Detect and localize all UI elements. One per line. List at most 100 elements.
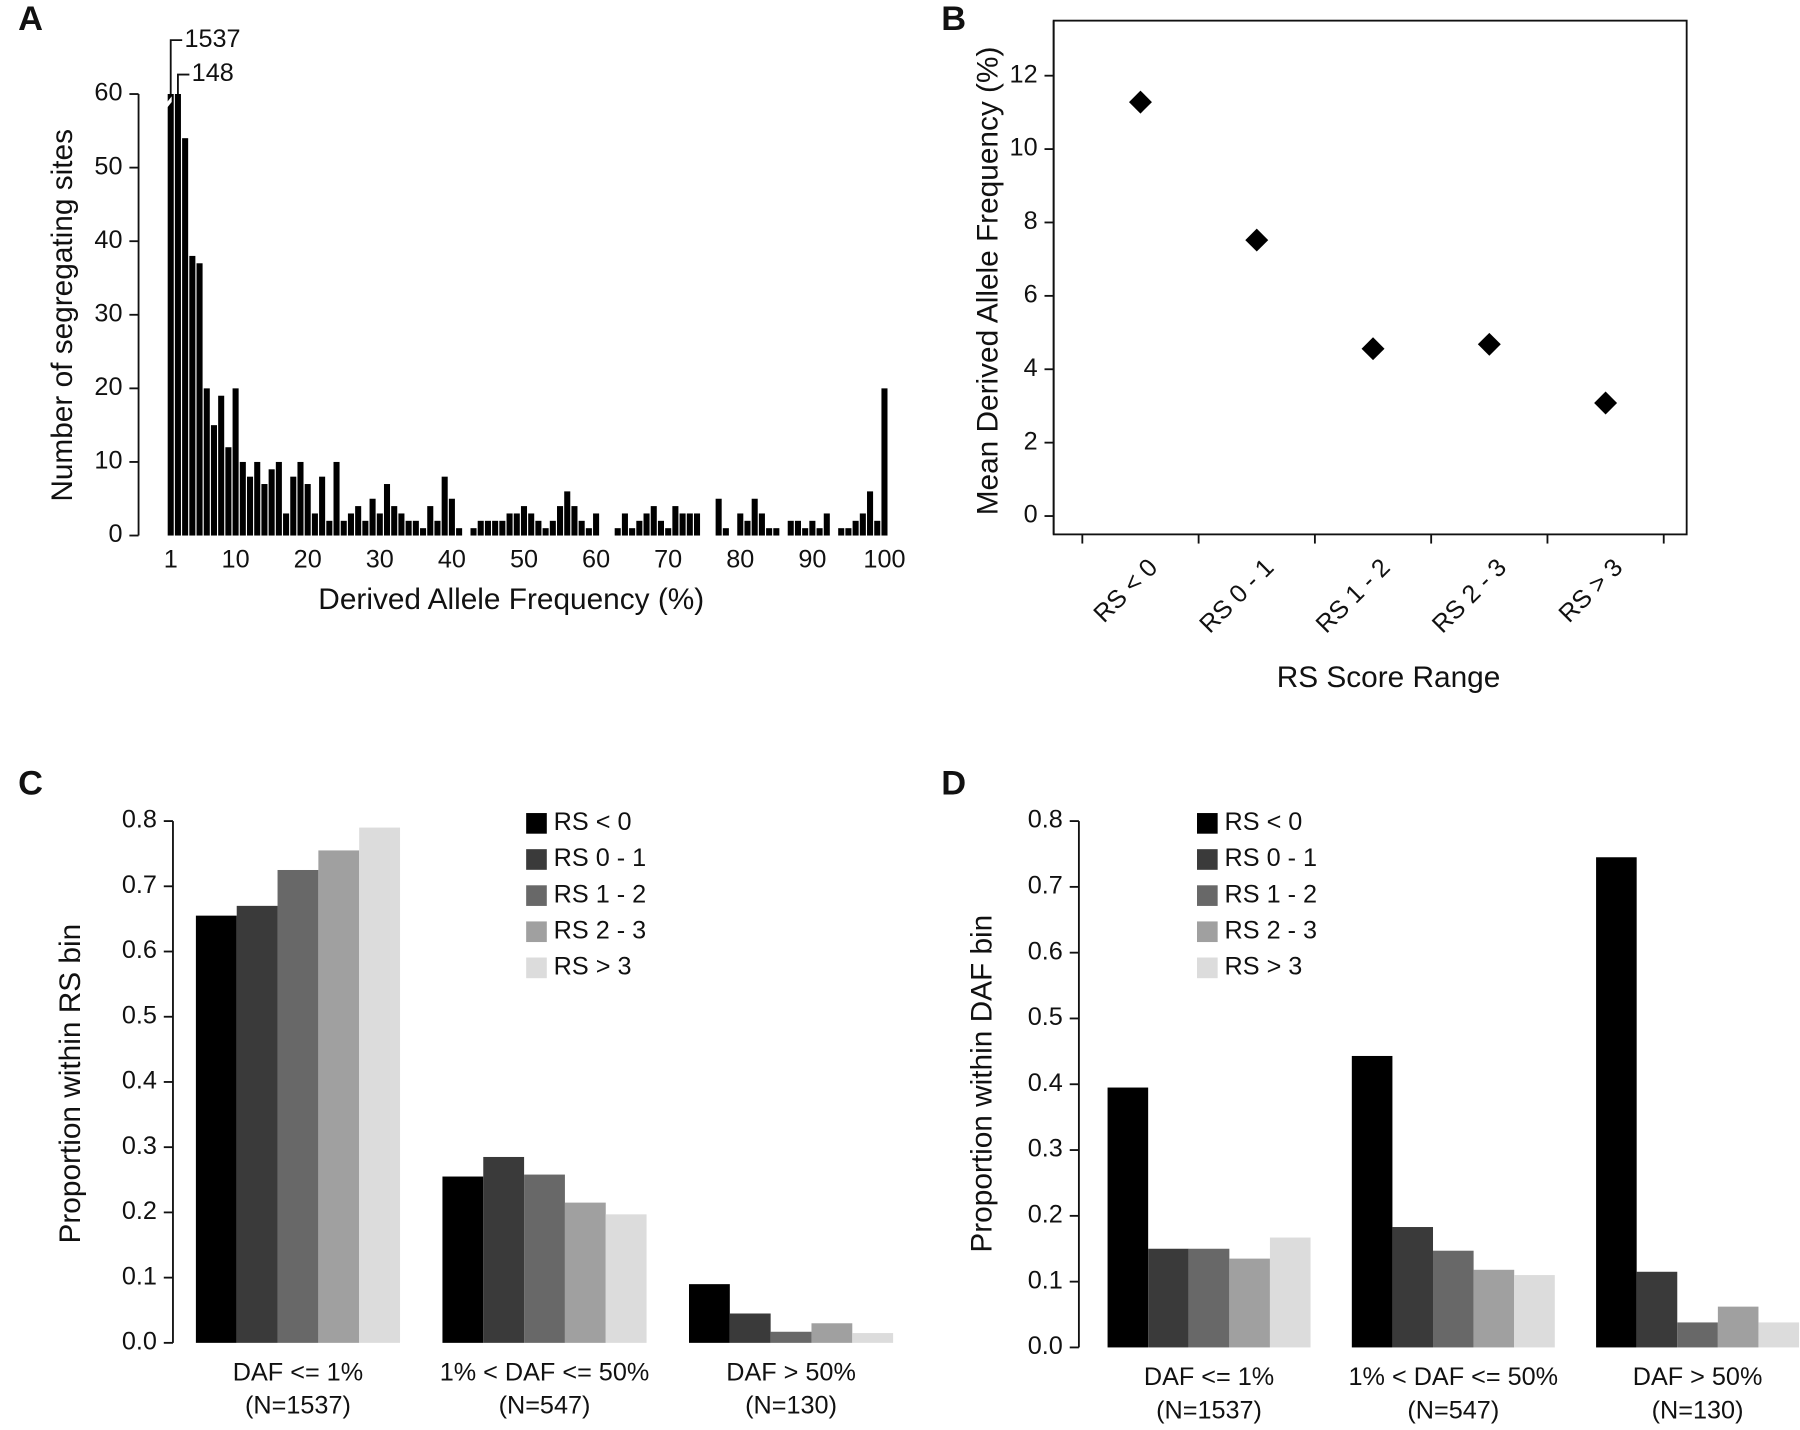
x-tick-label: 100 — [863, 545, 905, 573]
x-tick-label: RS < 0 — [1088, 553, 1163, 628]
y-tick-label: 0.0 — [1028, 1332, 1063, 1360]
y-tick-label: 6 — [1024, 281, 1038, 309]
x-tick-label: RS 0 - 1 — [1194, 553, 1279, 638]
x-tick-label: RS 2 - 3 — [1427, 553, 1512, 638]
y-tick-label: 0.8 — [122, 806, 157, 834]
bar — [261, 484, 268, 536]
bar — [744, 520, 751, 536]
x-tick-label: 10 — [222, 545, 250, 573]
panel-label: C — [18, 765, 43, 803]
bar — [688, 1284, 730, 1343]
bar — [809, 520, 816, 536]
legend-label: RS 1 - 2 — [1225, 880, 1318, 908]
bar — [311, 513, 318, 536]
x-tick-label: (N=1537) — [1156, 1396, 1262, 1424]
bar — [811, 1323, 853, 1343]
bar — [1433, 1250, 1474, 1348]
y-tick-label: 0.4 — [122, 1067, 157, 1095]
bar — [636, 520, 643, 536]
bar — [277, 869, 319, 1343]
plot-frame — [1052, 19, 1688, 536]
bar — [484, 520, 491, 536]
bar — [557, 506, 564, 536]
x-tick-label: RS > 3 — [1553, 553, 1628, 628]
x-tick-label: 1% < DAF <= 50% — [1349, 1363, 1559, 1391]
legend-swatch — [1197, 885, 1218, 906]
bar — [412, 520, 419, 536]
bar — [751, 498, 758, 536]
x-tick-label: 30 — [366, 545, 394, 573]
bar — [239, 461, 246, 536]
bar — [564, 491, 571, 536]
bar — [441, 476, 448, 536]
y-tick-label: 0.8 — [1028, 806, 1063, 834]
x-tick-label: (N=547) — [1407, 1396, 1499, 1424]
bar — [1636, 1271, 1678, 1348]
bar — [528, 513, 535, 536]
y-tick-label: 0.6 — [122, 936, 157, 964]
x-tick-label: 70 — [654, 545, 682, 573]
y-tick-label: 0 — [108, 520, 122, 548]
bar — [477, 520, 484, 536]
x-axis-title: RS Score Range — [1277, 661, 1501, 694]
bar — [275, 461, 282, 536]
y-tick-label: 0.1 — [122, 1262, 157, 1290]
bar — [1188, 1248, 1230, 1348]
bar — [715, 498, 722, 536]
legend-swatch — [1197, 957, 1218, 979]
y-tick-label: 20 — [94, 373, 122, 401]
legend-swatch — [526, 849, 547, 870]
bar — [333, 461, 340, 536]
point — [1245, 228, 1269, 252]
bracket — [177, 73, 190, 95]
bar — [210, 425, 218, 536]
bar — [686, 513, 693, 536]
legend-swatch — [526, 813, 547, 834]
bar — [391, 506, 398, 536]
legend-label: RS 1 - 2 — [554, 880, 647, 908]
legend-swatch — [526, 921, 547, 943]
x-tick-label: 40 — [438, 545, 466, 573]
x-tick-label: DAF > 50% — [1633, 1363, 1763, 1391]
x-tick-label: (N=130) — [745, 1392, 837, 1420]
legend-label: RS 2 - 3 — [1225, 916, 1318, 944]
bar — [442, 1176, 484, 1343]
bar — [816, 528, 823, 536]
bar — [1148, 1248, 1189, 1348]
bar — [643, 513, 650, 536]
bar — [1514, 1275, 1555, 1348]
legend-label: RS 0 - 1 — [1225, 844, 1318, 872]
bar — [520, 506, 528, 536]
bar — [773, 528, 780, 536]
bar — [770, 1331, 812, 1343]
bar — [729, 1313, 771, 1343]
bar — [852, 520, 859, 536]
bar — [794, 520, 801, 536]
bar — [369, 498, 376, 536]
bar — [420, 528, 427, 536]
y-tick-label: 10 — [1010, 134, 1038, 162]
legend-swatch — [1197, 849, 1218, 870]
bar — [758, 513, 765, 536]
bar — [1351, 1055, 1393, 1348]
x-tick-label: 1% < DAF <= 50% — [440, 1358, 650, 1386]
bar — [881, 388, 888, 536]
bar — [318, 850, 360, 1343]
y-tick-label: 0.7 — [1028, 872, 1063, 900]
bar — [383, 484, 391, 536]
y-tick-label: 8 — [1024, 207, 1038, 235]
bar — [427, 506, 434, 536]
bar — [605, 1214, 647, 1343]
bar — [1473, 1269, 1515, 1348]
x-tick-label: DAF <= 1% — [233, 1358, 363, 1386]
y-tick-label: 60 — [94, 79, 122, 107]
bar — [802, 528, 809, 536]
x-axis-title: Derived Allele Frequency (%) — [318, 583, 704, 616]
bar — [852, 1333, 894, 1343]
bar — [167, 94, 174, 536]
x-tick-label: 50 — [510, 545, 538, 573]
x-tick-label: 60 — [582, 545, 610, 573]
bar — [621, 513, 628, 536]
bar — [434, 520, 441, 536]
